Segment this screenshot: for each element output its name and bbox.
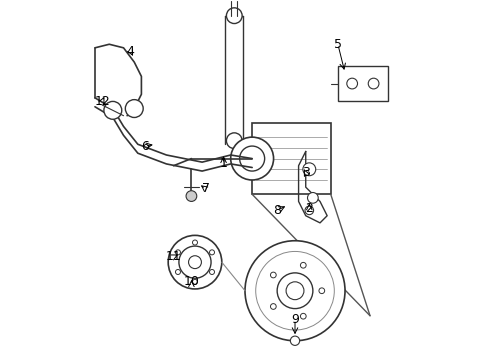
Circle shape <box>210 270 215 274</box>
Circle shape <box>319 288 325 294</box>
Circle shape <box>179 246 211 278</box>
Circle shape <box>270 272 276 278</box>
Text: 7: 7 <box>202 183 210 195</box>
Circle shape <box>193 240 197 245</box>
Text: 9: 9 <box>291 313 299 326</box>
Circle shape <box>305 206 314 215</box>
Circle shape <box>270 303 276 309</box>
Circle shape <box>240 146 265 171</box>
Circle shape <box>291 336 300 345</box>
Text: 4: 4 <box>127 45 135 58</box>
Circle shape <box>368 78 379 89</box>
Text: 3: 3 <box>302 166 310 179</box>
Text: 6: 6 <box>141 140 149 153</box>
Circle shape <box>168 235 222 289</box>
Text: 8: 8 <box>273 204 281 217</box>
Circle shape <box>300 313 306 319</box>
Circle shape <box>286 282 304 300</box>
Circle shape <box>189 256 201 269</box>
Circle shape <box>277 273 313 309</box>
FancyBboxPatch shape <box>252 123 331 194</box>
Circle shape <box>308 193 318 203</box>
Circle shape <box>300 262 306 268</box>
Circle shape <box>303 163 316 176</box>
Circle shape <box>175 250 180 255</box>
Circle shape <box>347 78 358 89</box>
Circle shape <box>175 270 180 274</box>
Text: 10: 10 <box>183 275 199 288</box>
Circle shape <box>210 250 215 255</box>
Circle shape <box>186 191 197 202</box>
Circle shape <box>226 8 242 23</box>
Text: 2: 2 <box>305 202 313 215</box>
Text: 1: 1 <box>220 157 227 170</box>
Circle shape <box>245 241 345 341</box>
Text: 5: 5 <box>334 38 342 51</box>
Circle shape <box>231 137 273 180</box>
FancyBboxPatch shape <box>338 66 388 102</box>
Circle shape <box>125 100 143 117</box>
Circle shape <box>104 102 122 119</box>
Circle shape <box>226 133 242 149</box>
Circle shape <box>256 251 334 330</box>
Text: 12: 12 <box>94 95 110 108</box>
Text: 11: 11 <box>166 250 181 263</box>
Circle shape <box>193 279 197 284</box>
